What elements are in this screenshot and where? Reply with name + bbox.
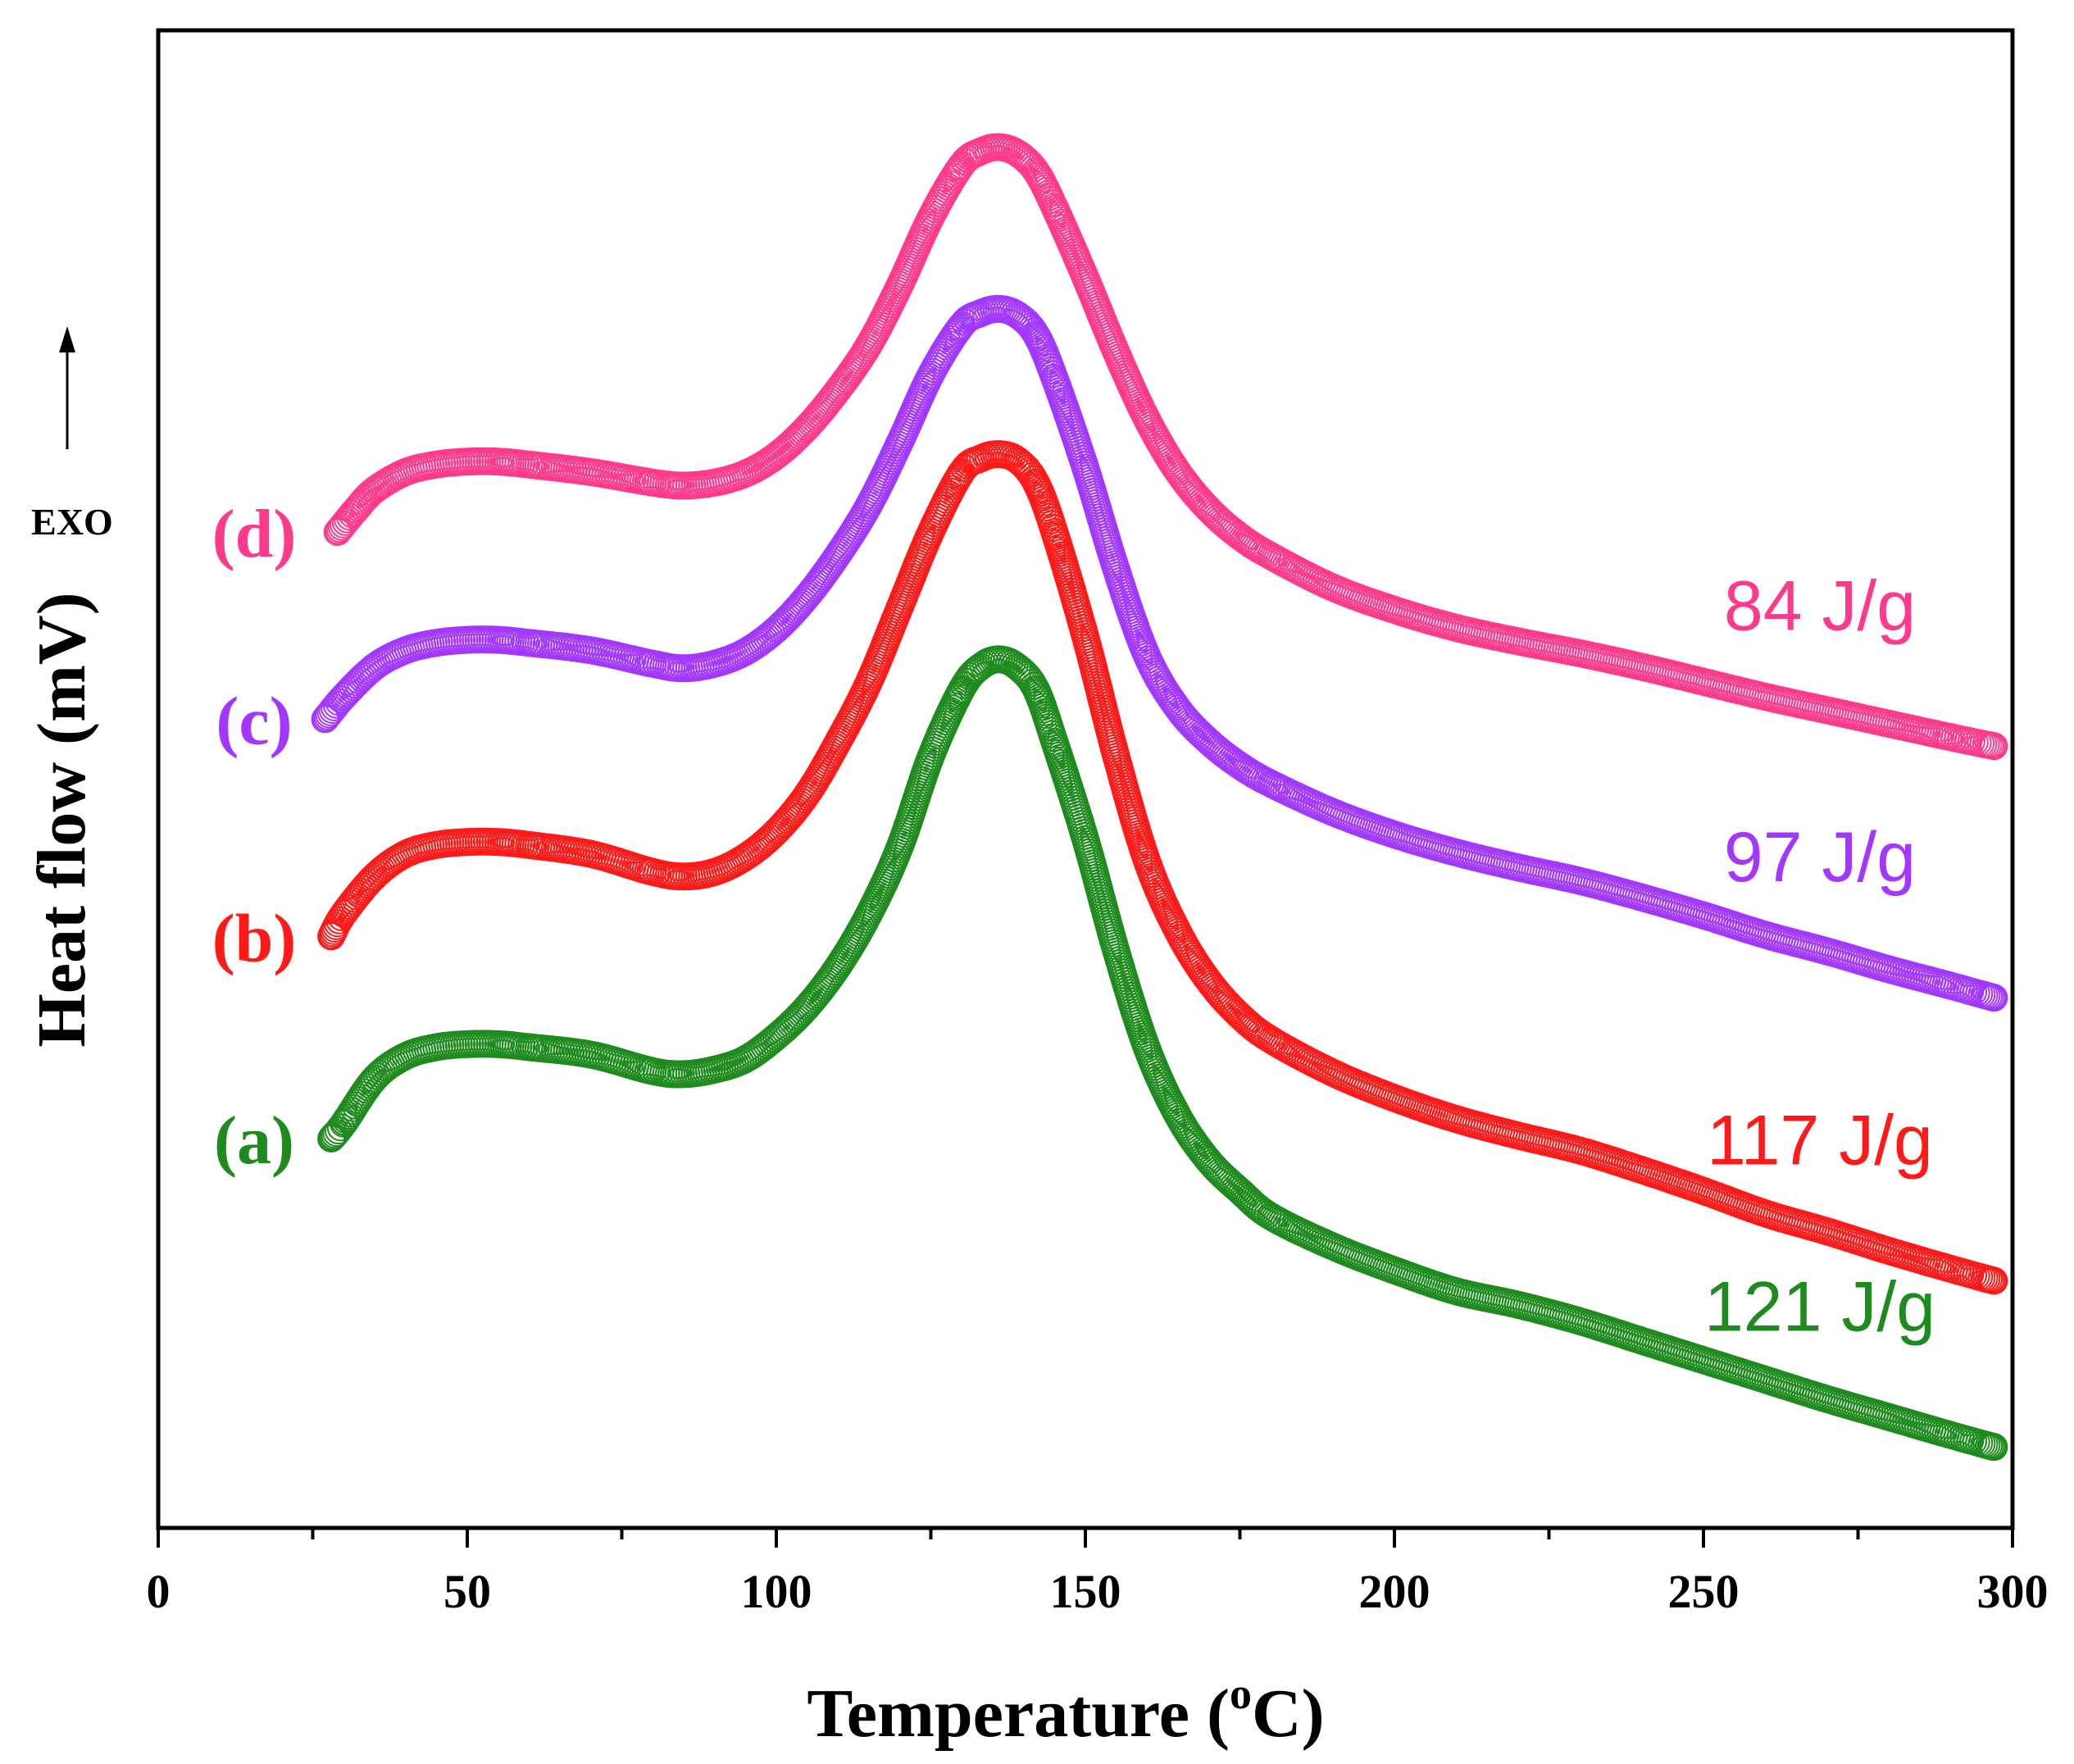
series-d bbox=[323, 133, 2008, 761]
data-point bbox=[343, 882, 371, 911]
x-tick-label: 250 bbox=[1668, 1565, 1740, 1618]
data-point bbox=[818, 383, 847, 411]
data-point bbox=[1980, 1266, 2008, 1295]
enthalpy-label: 117 J/g bbox=[1707, 1102, 1933, 1180]
data-point bbox=[1012, 661, 1041, 689]
data-point bbox=[1980, 1433, 2008, 1462]
data-point bbox=[327, 902, 356, 931]
series-tag-label: (b) bbox=[212, 900, 297, 976]
series-tag-label: (a) bbox=[214, 1102, 294, 1179]
exo-label: EXO bbox=[31, 501, 113, 543]
x-tick-label: 100 bbox=[741, 1565, 812, 1618]
data-point bbox=[1244, 1016, 1271, 1045]
data-point bbox=[1187, 488, 1216, 516]
x-tick-label: 150 bbox=[1050, 1565, 1121, 1618]
series-a bbox=[317, 645, 2008, 1462]
data-point bbox=[954, 665, 983, 693]
series-tag-label: (d) bbox=[212, 496, 297, 572]
data-point bbox=[1980, 732, 2008, 761]
series-c bbox=[311, 294, 2008, 1012]
enthalpy-label: 121 J/g bbox=[1704, 1267, 1935, 1346]
x-tick-label: 200 bbox=[1359, 1565, 1430, 1618]
x-tick-label: 50 bbox=[443, 1565, 491, 1618]
x-axis-ticks: 0 50 100 150 200 250 300 bbox=[147, 1528, 2049, 1618]
x-tick-label: 300 bbox=[1977, 1565, 2049, 1618]
data-series-group bbox=[311, 133, 2008, 1462]
series-b bbox=[317, 440, 2008, 1295]
x-axis-title: Temperature (oC) bbox=[807, 1669, 1324, 1752]
data-point bbox=[360, 862, 389, 891]
data-point bbox=[1012, 454, 1041, 483]
data-point bbox=[830, 366, 859, 395]
enthalpy-label: 97 J/g bbox=[1724, 818, 1916, 897]
exo-indicator: EXO bbox=[31, 326, 113, 543]
data-point bbox=[313, 702, 342, 730]
exo-arrowhead-icon bbox=[59, 326, 75, 352]
series-tag-label: (c) bbox=[216, 683, 292, 759]
data-point bbox=[755, 824, 784, 852]
data-point bbox=[1980, 984, 2008, 1012]
data-point bbox=[847, 343, 876, 372]
y-axis-title: Heat flow (mV) bbox=[24, 592, 100, 1047]
series-labels-group: (a) 121 J/g (b) 117 J/g (c) 97 J/g (d) 84 J/g bbox=[212, 496, 1935, 1346]
x-tick-label: 0 bbox=[147, 1565, 171, 1618]
enthalpy-label: 84 J/g bbox=[1724, 566, 1916, 645]
data-point bbox=[942, 467, 970, 496]
